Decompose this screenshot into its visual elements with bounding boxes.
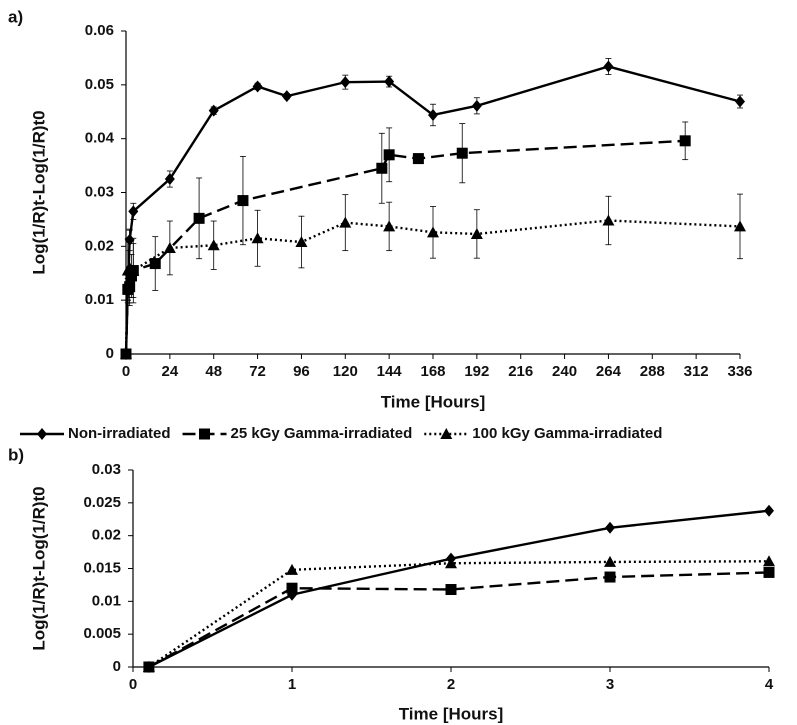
marker xyxy=(734,220,746,232)
y-axis-title: Log(1/R)t-Log(1/R)t0 xyxy=(29,486,48,650)
x-tick-label: 120 xyxy=(333,363,358,380)
marker xyxy=(164,173,175,186)
legend-label: 100 kGy Gamma-irradiated xyxy=(472,425,662,442)
marker xyxy=(445,557,457,569)
y-axis-title: Log(1/R)t-Log(1/R)t0 xyxy=(29,110,48,274)
x-tick-label: 288 xyxy=(640,363,665,380)
y-tick-label: 0 xyxy=(113,658,121,675)
x-tick-label: 336 xyxy=(727,363,752,380)
x-tick-label: 72 xyxy=(249,363,266,380)
marker xyxy=(445,584,457,596)
y-tick-label: 0.03 xyxy=(85,183,114,200)
x-axis-title: Time [Hours] xyxy=(381,392,486,411)
y-tick-label: 0.04 xyxy=(85,130,115,147)
marker xyxy=(763,566,775,578)
marker xyxy=(286,563,298,575)
marker xyxy=(605,521,615,534)
marker xyxy=(679,135,691,147)
marker xyxy=(163,241,176,253)
marker xyxy=(149,258,161,270)
x-tick-label: 96 xyxy=(293,363,310,380)
x-tick-label: 312 xyxy=(684,363,709,380)
marker xyxy=(735,95,745,108)
marker xyxy=(383,149,395,161)
marker xyxy=(208,104,219,117)
x-tick-label: 192 xyxy=(464,363,489,380)
x-tick-label: 168 xyxy=(420,363,445,380)
marker xyxy=(339,216,352,228)
marker xyxy=(128,205,139,218)
marker xyxy=(120,348,132,359)
marker xyxy=(251,232,264,244)
marker xyxy=(295,236,308,248)
y-tick-label: 0 xyxy=(106,345,114,362)
marker xyxy=(428,108,438,121)
x-axis-title: Time [Hours] xyxy=(399,704,504,723)
x-tick-label: 264 xyxy=(596,363,622,380)
legend-marker xyxy=(37,428,47,440)
marker xyxy=(340,76,351,89)
x-tick-label: 240 xyxy=(552,363,577,380)
marker xyxy=(193,212,205,224)
y-tick-label: 0.015 xyxy=(83,559,121,576)
x-tick-label: 144 xyxy=(377,363,403,380)
panel-label: b) xyxy=(8,445,24,464)
marker xyxy=(286,582,298,594)
x-tick-label: 48 xyxy=(205,363,222,380)
marker xyxy=(376,162,388,174)
y-tick-label: 0.03 xyxy=(92,461,121,478)
marker xyxy=(603,60,614,73)
x-tick-label: 0 xyxy=(122,363,130,380)
marker xyxy=(456,147,468,159)
panel-label: a) xyxy=(8,7,23,26)
y-tick-label: 0.02 xyxy=(92,527,121,544)
series-line xyxy=(148,571,770,669)
y-tick-label: 0.01 xyxy=(92,592,121,609)
marker xyxy=(127,264,140,276)
y-tick-label: 0.005 xyxy=(83,625,121,642)
y-tick-label: 0.06 xyxy=(85,22,114,39)
marker xyxy=(281,90,292,103)
x-tick-label: 24 xyxy=(162,363,179,380)
legend-marker xyxy=(199,428,211,440)
y-tick-label: 0.01 xyxy=(85,291,114,308)
x-tick-label: 216 xyxy=(508,363,533,380)
x-tick-label: 3 xyxy=(606,676,614,693)
marker xyxy=(384,75,395,88)
marker xyxy=(470,227,483,239)
x-tick-label: 2 xyxy=(447,676,455,693)
marker xyxy=(237,195,249,207)
x-tick-label: 4 xyxy=(765,676,774,693)
legend-label: 25 kGy Gamma-irradiated xyxy=(231,425,413,442)
legend-label: Non-irradiated xyxy=(68,425,171,442)
marker xyxy=(383,220,396,232)
marker xyxy=(764,504,774,517)
marker xyxy=(604,555,616,567)
legend-marker xyxy=(440,428,453,439)
x-tick-label: 1 xyxy=(288,676,296,693)
marker xyxy=(471,99,482,112)
marker xyxy=(763,555,775,567)
series-line xyxy=(148,560,770,668)
x-tick-label: 0 xyxy=(129,676,137,693)
marker xyxy=(207,239,220,251)
y-tick-label: 0.025 xyxy=(83,494,121,511)
marker xyxy=(252,80,263,93)
marker xyxy=(604,571,616,583)
marker xyxy=(142,661,155,672)
marker xyxy=(412,153,424,165)
marker xyxy=(602,214,615,226)
y-tick-label: 0.02 xyxy=(85,237,114,254)
y-tick-label: 0.05 xyxy=(85,76,114,93)
marker xyxy=(427,226,439,238)
